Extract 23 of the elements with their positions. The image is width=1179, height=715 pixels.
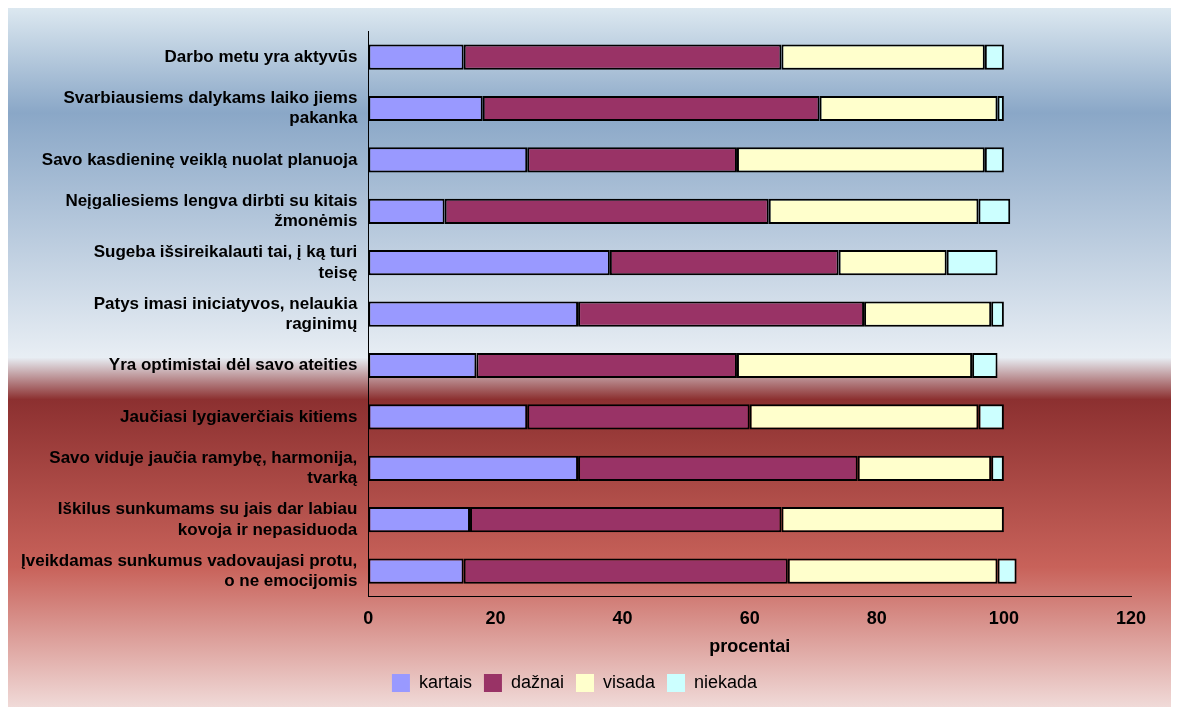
x-tick-label: 60 <box>739 607 760 628</box>
x-tick-label: 100 <box>988 607 1019 628</box>
x-axis-title: procentai <box>709 636 791 657</box>
y-tick-label: Neįgaliesiems lengva dirbti su kitais žmonėmis <box>65 190 358 231</box>
y-tick-label: Patys imasi iniciatyvos, nelaukia raginimų <box>93 293 358 333</box>
x-tick-label: 80 <box>866 607 887 628</box>
y-tick-label: Yra optimistai dėl savo ateities <box>108 355 358 375</box>
y-tick-label: Darbo metu yra aktyvūs <box>164 46 358 66</box>
legend-label: dažnai <box>510 671 564 692</box>
y-tick-label: Svarbiausiems dalykams laiko jiems pakanka <box>63 87 358 128</box>
y-tick-label: Įveikdamas sunkumus vadovaujasi protu, o ne emocijomis <box>21 550 358 590</box>
y-tick-label: Jaučiasi lygiaverčiais kitiems <box>120 406 358 426</box>
x-tick-label: 40 <box>612 607 633 628</box>
y-tick-label: Savo kasdieninę veiklą nuolat planuoja <box>41 149 358 169</box>
y-tick-label: Savo viduje jaučia ramybę, harmonija, tvarką <box>49 447 358 488</box>
legend-label: kartais <box>418 671 472 692</box>
x-tick-label: 20 <box>485 607 506 628</box>
y-tick-label: Sugeba išsireikalauti tai, į ką turi teisę <box>93 242 358 282</box>
legend-label: niekada <box>694 671 759 692</box>
x-tick-label: 120 <box>1115 607 1147 628</box>
legend-label: visada <box>602 671 657 692</box>
y-tick-label: Iškilus sunkumams su jais dar labiau kovoja ir nepasiduoda <box>57 499 358 539</box>
x-tick-label: 0 <box>363 607 374 628</box>
